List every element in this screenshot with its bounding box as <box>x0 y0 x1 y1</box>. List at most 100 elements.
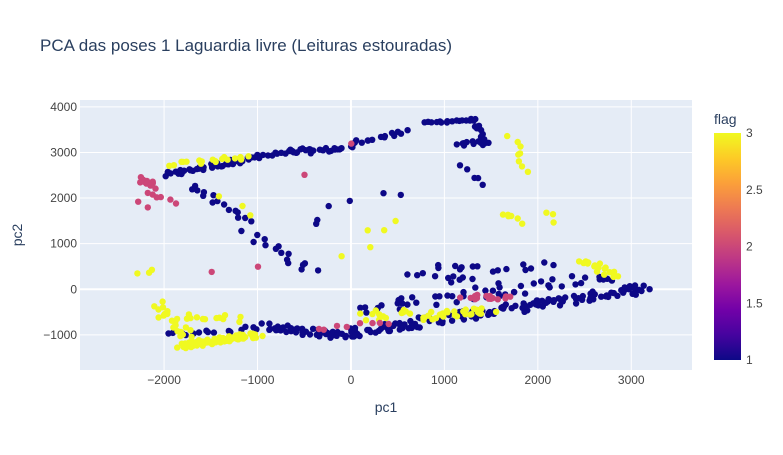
data-point <box>517 282 525 290</box>
y-tick-label: 3000 <box>50 145 77 159</box>
data-point <box>293 149 300 156</box>
data-point <box>225 206 233 214</box>
data-point <box>402 308 409 315</box>
data-point <box>155 306 162 313</box>
data-point <box>262 242 269 249</box>
data-point <box>385 327 392 335</box>
data-point <box>495 280 502 287</box>
data-point <box>365 326 373 334</box>
data-point <box>266 320 273 327</box>
data-point <box>199 315 207 323</box>
data-point <box>188 333 195 341</box>
data-point <box>472 284 479 291</box>
chart-title: PCA das poses 1 Laguardia livre (Leitura… <box>40 36 452 55</box>
data-point <box>494 267 501 274</box>
data-point <box>469 263 476 270</box>
y-tick-label: 2000 <box>50 191 77 205</box>
data-point <box>248 218 255 225</box>
data-point <box>502 295 509 302</box>
data-points <box>134 115 653 352</box>
data-point <box>212 158 219 166</box>
data-point <box>481 136 488 144</box>
data-point <box>414 272 421 279</box>
data-point <box>477 310 485 317</box>
data-point <box>194 187 201 194</box>
data-point <box>438 119 445 126</box>
data-point <box>499 211 507 218</box>
data-point <box>170 162 178 169</box>
y-tick-label: 0 <box>70 282 77 296</box>
data-point <box>157 193 164 201</box>
data-point <box>419 270 426 277</box>
data-point <box>399 300 406 307</box>
data-point <box>183 315 191 322</box>
data-point <box>376 319 384 327</box>
data-point <box>253 326 260 333</box>
data-point <box>444 118 451 125</box>
data-point <box>505 213 512 220</box>
data-point <box>508 305 515 312</box>
data-point <box>189 186 196 193</box>
data-point <box>234 214 242 221</box>
data-point <box>174 344 181 351</box>
x-axis-label: pc1 <box>375 399 398 415</box>
data-point <box>283 328 290 336</box>
data-point <box>435 264 442 272</box>
data-point <box>258 320 265 327</box>
data-point <box>482 287 489 294</box>
data-point <box>530 280 537 287</box>
data-point <box>610 289 617 297</box>
data-point <box>581 274 589 281</box>
data-point <box>550 261 557 269</box>
data-point <box>485 310 492 317</box>
x-tick-label: 1000 <box>431 373 458 387</box>
data-point <box>404 127 411 134</box>
data-point <box>494 296 501 303</box>
data-point <box>155 314 162 321</box>
data-point <box>353 137 360 144</box>
data-point <box>459 274 466 281</box>
data-point <box>214 197 221 205</box>
colorbar <box>714 133 741 360</box>
data-point <box>492 308 500 316</box>
data-point <box>160 312 167 319</box>
y-axis-label: pc2 <box>9 224 25 247</box>
data-point <box>195 340 203 347</box>
data-point <box>593 263 601 270</box>
y-tick-label: −1000 <box>43 328 77 342</box>
data-point <box>448 279 455 286</box>
data-point <box>215 193 223 200</box>
data-point <box>309 325 317 332</box>
data-point <box>382 314 390 322</box>
data-point <box>457 294 464 301</box>
data-point <box>278 149 285 156</box>
data-point <box>489 268 497 275</box>
data-point <box>200 192 207 199</box>
data-point <box>254 263 262 270</box>
data-point <box>342 334 349 341</box>
data-point <box>195 329 203 336</box>
data-point <box>178 331 185 338</box>
data-point <box>558 283 565 290</box>
data-point <box>489 287 497 294</box>
data-point <box>380 190 387 197</box>
data-point <box>404 271 411 278</box>
data-point <box>514 215 521 222</box>
data-point <box>504 132 511 140</box>
data-point <box>443 308 451 315</box>
data-point <box>376 311 383 318</box>
data-point <box>314 216 321 224</box>
data-point <box>538 297 546 304</box>
data-point <box>180 167 188 174</box>
data-point <box>432 293 439 300</box>
data-point <box>237 313 244 321</box>
data-point <box>545 282 552 289</box>
data-point <box>182 324 190 331</box>
data-point <box>507 293 514 300</box>
data-point <box>144 204 151 211</box>
data-point <box>453 141 460 148</box>
data-point <box>152 185 159 192</box>
data-point <box>363 309 370 316</box>
